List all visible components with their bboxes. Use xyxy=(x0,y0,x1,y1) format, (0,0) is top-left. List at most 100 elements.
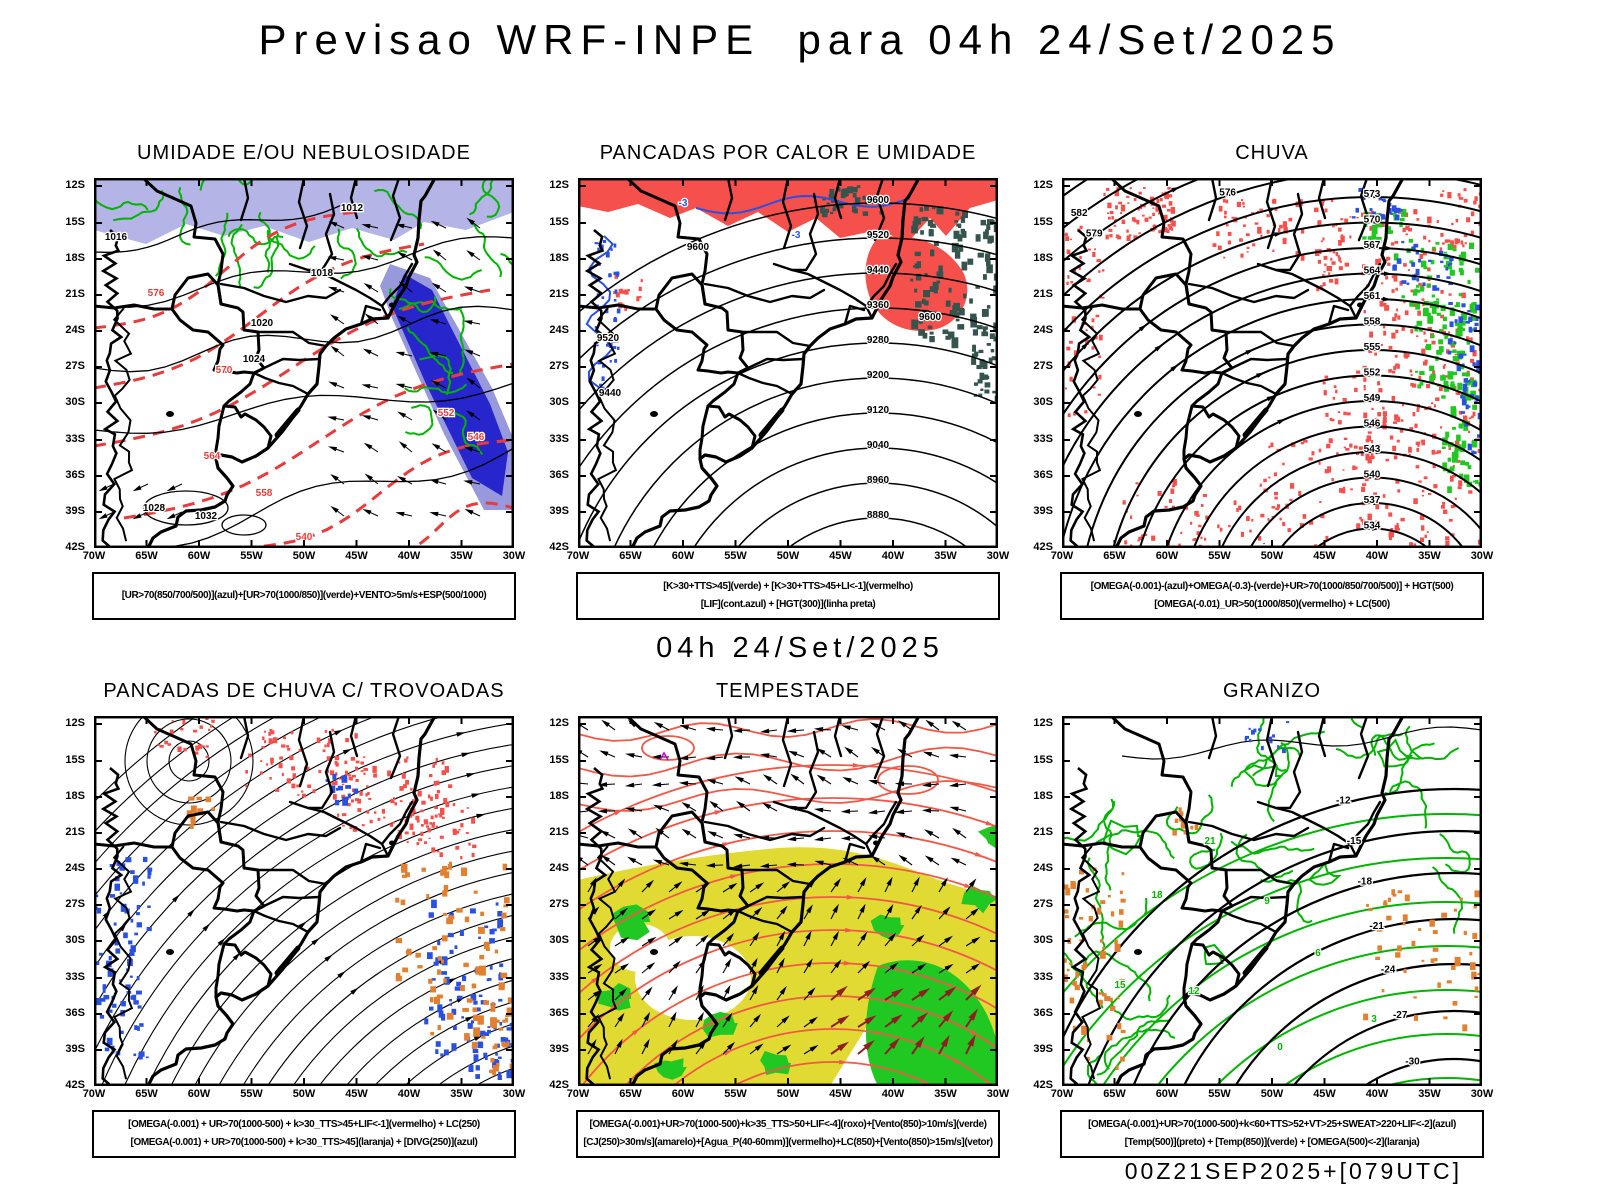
lat-tick-label: 24S xyxy=(549,862,569,874)
caption-line: [UR>70(850/700/500)](azul)+[UR>70(1000/8… xyxy=(121,590,487,601)
svg-text:-27: -27 xyxy=(1393,1010,1408,1021)
lat-tick-label: 27S xyxy=(1033,360,1053,372)
lon-tick-label: 60W xyxy=(671,550,695,562)
caption-line: [OMEGA(-0.001)-(azul)+OMEGA(-0.3)-(verde… xyxy=(1090,581,1454,592)
lat-tick-label: 36S xyxy=(1033,1007,1053,1019)
lon-tick-label: 45W xyxy=(345,1088,368,1100)
caption-line: [OMEGA(-0.01)_UR>50(1000/850)(vermelho) … xyxy=(1154,599,1390,610)
lat-tick-label: 33S xyxy=(549,433,569,445)
lon-tick-label: 65W xyxy=(619,550,642,562)
legend-caption-box: [UR>70(850/700/500)](azul)+[UR>70(1000/8… xyxy=(92,572,516,620)
svg-text:9200: 9200 xyxy=(867,370,890,381)
lon-tick-label: 35W xyxy=(1418,1088,1441,1100)
lon-tick-label: 30W xyxy=(1470,550,1494,562)
svg-text:-30: -30 xyxy=(1405,1056,1420,1067)
lat-tick-label: 39S xyxy=(65,1043,85,1055)
panel-title: PANCADAS POR CALOR E UMIDADE xyxy=(599,142,977,164)
svg-text:3: 3 xyxy=(1371,1014,1377,1025)
svg-text:552: 552 xyxy=(438,408,455,419)
svg-text:9520: 9520 xyxy=(597,333,620,344)
lat-tick-label: 39S xyxy=(1033,505,1053,517)
lon-tick-label: 70W xyxy=(82,550,106,562)
lat-tick-label: 21S xyxy=(1033,288,1053,300)
lat-tick-label: 21S xyxy=(65,288,85,300)
svg-text:8960: 8960 xyxy=(867,475,890,486)
lon-tick-label: 60W xyxy=(1155,550,1179,562)
svg-text:558: 558 xyxy=(256,488,273,499)
lat-tick-label: 39S xyxy=(1033,1043,1053,1055)
svg-text:9520: 9520 xyxy=(867,230,890,241)
lat-tick-label: 18S xyxy=(65,252,85,264)
lat-tick-label: 15S xyxy=(1033,754,1053,766)
forecast-panel-pancadas-trovoadas: PANCADAS DE CHUVA C/ TROVOADAS [OMEGA(-0… xyxy=(52,678,525,1168)
svg-text:6: 6 xyxy=(1315,948,1321,959)
lat-tick-label: 39S xyxy=(549,1043,569,1055)
lat-tick-label: 24S xyxy=(65,324,85,336)
svg-text:18: 18 xyxy=(1151,890,1163,901)
svg-text:-3: -3 xyxy=(679,198,688,209)
lon-tick-label: 45W xyxy=(1313,550,1336,562)
lat-tick-label: 18S xyxy=(65,790,85,802)
lat-tick-label: 21S xyxy=(1033,826,1053,838)
lon-tick-label: 70W xyxy=(1050,1088,1074,1100)
svg-text:546: 546 xyxy=(468,432,485,443)
lat-tick-label: 27S xyxy=(65,898,85,910)
svg-text:570: 570 xyxy=(1364,215,1381,226)
lat-tick-label: 39S xyxy=(65,505,85,517)
panel-title: CHUVA xyxy=(1235,142,1309,164)
lat-tick-label: 15S xyxy=(65,216,85,228)
lat-tick-label: 42S xyxy=(549,541,569,553)
lon-tick-label: 60W xyxy=(1155,1088,1179,1100)
lon-tick-label: 50W xyxy=(292,550,316,562)
lat-tick-label: 33S xyxy=(65,971,85,983)
lon-tick-label: 35W xyxy=(934,550,957,562)
legend-caption-box: [OMEGA(-0.001)+UR>70(1000-500)+k>35_TTS>… xyxy=(576,1110,1000,1158)
lon-tick-label: 60W xyxy=(187,1088,211,1100)
svg-text:-24: -24 xyxy=(1381,965,1396,976)
weather-map xyxy=(578,716,998,1086)
lon-tick-label: 35W xyxy=(450,1088,473,1100)
lat-tick-label: 30S xyxy=(65,396,85,408)
lat-tick-label: 33S xyxy=(1033,433,1053,445)
svg-text:21: 21 xyxy=(1204,836,1216,847)
lon-tick-label: 70W xyxy=(566,1088,590,1100)
svg-text:9440: 9440 xyxy=(599,388,622,399)
lat-tick-label: 36S xyxy=(65,1007,85,1019)
lon-tick-label: 60W xyxy=(671,1088,695,1100)
lon-tick-label: 65W xyxy=(135,1088,158,1100)
weather-map: -12 -15 -18 -21 -24 -27 -30 21 18 15 12 9 6 3 0 xyxy=(1062,716,1482,1086)
panel-row-top: UMIDADE E/OU NEBULOSIDADE 1012 1016 1018 10… xyxy=(0,140,1600,630)
svg-text:537: 537 xyxy=(1364,495,1381,506)
svg-text:0: 0 xyxy=(1277,1042,1283,1053)
caption-line: [Temp(500)](preto) + [Temp(850)](verde) … xyxy=(1124,1137,1420,1148)
svg-text:9280: 9280 xyxy=(867,335,890,346)
lon-tick-label: 45W xyxy=(829,1088,852,1100)
svg-text:552: 552 xyxy=(1364,368,1381,379)
lon-tick-label: 55W xyxy=(1208,550,1231,562)
svg-text:-18: -18 xyxy=(1358,877,1373,888)
lon-tick-label: 45W xyxy=(1313,1088,1336,1100)
lon-tick-label: 70W xyxy=(566,550,590,562)
lon-tick-label: 70W xyxy=(1050,550,1074,562)
svg-text:9600: 9600 xyxy=(919,312,942,323)
lat-tick-label: 24S xyxy=(65,862,85,874)
run-info-label: 00Z21SEP2025+[079UTC] xyxy=(1124,1158,1462,1184)
lon-tick-label: 55W xyxy=(240,1088,263,1100)
svg-text:9120: 9120 xyxy=(867,405,890,416)
forecast-panel-umidade: UMIDADE E/OU NEBULOSIDADE 1012 1016 1018 10… xyxy=(52,140,525,630)
lat-tick-label: 42S xyxy=(1033,541,1053,553)
lat-tick-label: 33S xyxy=(65,433,85,445)
caption-line: [CJ(250)>30m/s](amarelo)+[Agua_P(40-60mm… xyxy=(583,1137,993,1148)
lat-tick-label: 21S xyxy=(549,288,569,300)
lat-tick-label: 36S xyxy=(1033,469,1053,481)
caption-line: [OMEGA(-0.001)+UR>70(1000-500)+k<60+TTS>… xyxy=(1088,1119,1456,1130)
lon-tick-label: 40W xyxy=(397,550,421,562)
svg-text:549: 549 xyxy=(1364,393,1381,404)
svg-text:582: 582 xyxy=(1071,208,1088,219)
svg-text:9600: 9600 xyxy=(687,242,710,253)
lat-tick-label: 30S xyxy=(549,934,569,946)
lon-tick-label: 50W xyxy=(1260,1088,1284,1100)
lat-tick-label: 42S xyxy=(65,1079,85,1091)
lat-tick-label: 24S xyxy=(1033,862,1053,874)
lon-tick-label: 65W xyxy=(1103,1088,1126,1100)
